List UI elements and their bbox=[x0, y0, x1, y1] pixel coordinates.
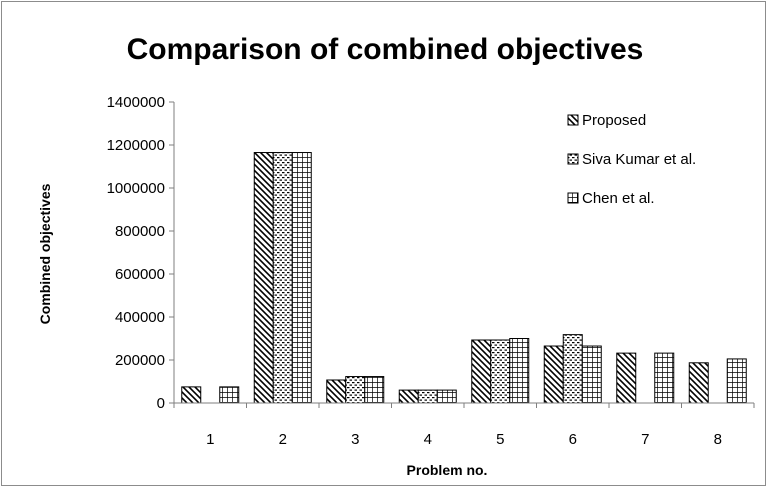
x-tick-label: 6 bbox=[569, 431, 577, 448]
y-tick-label: 600000 bbox=[115, 266, 165, 283]
bar-chen-et-al-problem-4 bbox=[436, 389, 457, 404]
x-axis-title: Problem no. bbox=[407, 462, 488, 478]
bar-siva-kumar-et-al-problem-3 bbox=[345, 376, 366, 404]
x-tick-label: 1 bbox=[206, 431, 214, 448]
x-tick-label: 2 bbox=[279, 431, 287, 448]
bar-proposed-problem-8 bbox=[688, 362, 709, 404]
legend-swatch-siva-kumar bbox=[567, 153, 579, 165]
bar-chen-et-al-problem-8 bbox=[726, 358, 747, 404]
y-tick-label: 400000 bbox=[115, 309, 165, 326]
bar-siva-kumar-et-al-problem-6 bbox=[562, 334, 583, 404]
bar-chen-et-al-problem-2 bbox=[291, 152, 312, 404]
y-axis-title: Combined objectives bbox=[37, 183, 53, 324]
bar-chen-et-al-problem-1 bbox=[219, 386, 240, 404]
y-tick-label: 1400000 bbox=[107, 94, 165, 111]
legend-swatch-proposed bbox=[567, 114, 579, 126]
bar-chen-et-al-problem-3 bbox=[364, 376, 385, 404]
y-axis-ticks: 0 200000 400000 600000 800000 1000000 1200000 1… bbox=[107, 94, 174, 412]
legend-label-siva-kumar: Siva Kumar et al. bbox=[582, 151, 696, 168]
legend-label-chen: Chen et al. bbox=[582, 190, 655, 207]
bar-proposed-problem-2 bbox=[253, 152, 274, 404]
bar-siva-kumar-et-al-problem-2 bbox=[272, 152, 293, 404]
y-tick-label: 1000000 bbox=[107, 180, 165, 197]
bar-siva-kumar-et-al-problem-4 bbox=[417, 389, 438, 404]
x-tick-label: 5 bbox=[496, 431, 504, 448]
y-tick-label: 200000 bbox=[115, 352, 165, 369]
legend-label-proposed: Proposed bbox=[582, 112, 646, 129]
legend: Proposed Siva Kumar et al. Chen et al. bbox=[567, 112, 696, 207]
bar-proposed-problem-7 bbox=[616, 352, 637, 404]
bar-chen-et-al-problem-5 bbox=[509, 338, 530, 404]
bar-chen-et-al-problem-7 bbox=[654, 352, 675, 404]
x-tick-label: 7 bbox=[641, 431, 649, 448]
chart-title: Comparison of combined objectives bbox=[127, 33, 644, 66]
x-tick-label: 4 bbox=[424, 431, 432, 448]
bar-chen-et-al-problem-6 bbox=[581, 345, 602, 404]
bar-proposed-problem-1 bbox=[181, 386, 202, 404]
bar-proposed-problem-4 bbox=[398, 389, 419, 404]
bar-proposed-problem-3 bbox=[326, 379, 347, 404]
bar-proposed-problem-5 bbox=[471, 339, 492, 404]
y-tick-label: 1200000 bbox=[107, 137, 165, 154]
y-tick-label: 0 bbox=[157, 395, 165, 412]
x-axis-ticks: 1 2 3 4 5 6 7 8 bbox=[173, 403, 755, 448]
y-tick-label: 800000 bbox=[115, 223, 165, 240]
x-tick-label: 8 bbox=[714, 431, 722, 448]
legend-swatch-chen bbox=[567, 192, 579, 204]
x-tick-label: 3 bbox=[351, 431, 359, 448]
bar-proposed-problem-6 bbox=[543, 345, 564, 404]
bar-siva-kumar-et-al-problem-5 bbox=[490, 339, 511, 404]
bars bbox=[181, 152, 747, 404]
